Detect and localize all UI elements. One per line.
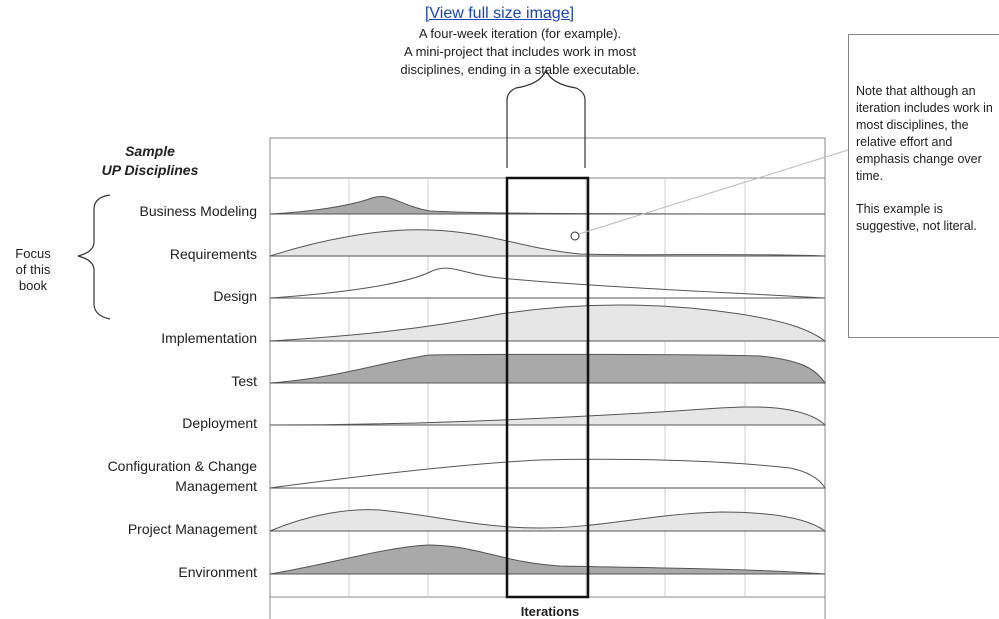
curve-project-management: [269, 509, 827, 532]
x-axis-label: Iterations: [520, 604, 580, 619]
curve-requirements: [269, 229, 826, 257]
focus-of-this-book-label: Focus of this book: [2, 246, 64, 294]
disciplines-title-line-2: UP Disciplines: [101, 162, 199, 178]
curve-implementation: [269, 304, 827, 342]
discipline-label-config-change-line-1: Configuration & Change: [107, 458, 257, 474]
curve-business-modeling: [269, 196, 826, 215]
discipline-label-environment: Environment: [178, 564, 257, 580]
note-anchor-circle: [570, 231, 580, 241]
focus-line-3: book: [18, 278, 48, 293]
note-paragraph-2: This example is suggestive, not literal.: [856, 202, 977, 233]
curve-test: [269, 353, 826, 384]
iteration-brace: [506, 68, 586, 168]
discipline-label-implementation: Implementation: [161, 330, 257, 346]
discipline-label-deployment: Deployment: [182, 415, 257, 431]
discipline-label-business-modeling: Business Modeling: [139, 203, 257, 219]
disciplines-title-line-1: Sample: [125, 143, 175, 159]
annotation-note: Note that although an iteration includes…: [848, 34, 999, 338]
curve-design: [269, 267, 826, 299]
focus-brace: [77, 194, 111, 320]
iteration-caption-line-1: A four-week iteration (for example).: [418, 26, 622, 41]
focus-line-2: of this: [15, 262, 51, 277]
curve-configuration-change-management: [269, 458, 826, 489]
discipline-label-test: Test: [231, 373, 257, 389]
discipline-label-design: Design: [213, 288, 257, 304]
note-paragraph-1: Note that although an iteration includes…: [856, 84, 993, 183]
iteration-caption-line-3: disciplines, ending in a stable executab…: [400, 62, 640, 77]
discipline-label-requirements: Requirements: [169, 246, 257, 262]
iteration-caption-line-2: A mini-project that includes work in mos…: [404, 44, 636, 59]
iteration-highlight-box: [505, 176, 590, 599]
discipline-label-config-change-line-2: Management: [175, 478, 257, 494]
focus-line-1: Focus: [15, 246, 51, 261]
curve-environment: [269, 544, 826, 575]
discipline-label-project-management: Project Management: [127, 521, 257, 537]
curve-deployment: [269, 406, 827, 426]
note-pointer-line: [578, 149, 849, 235]
view-full-size-link[interactable]: [View full size image]: [424, 5, 575, 22]
